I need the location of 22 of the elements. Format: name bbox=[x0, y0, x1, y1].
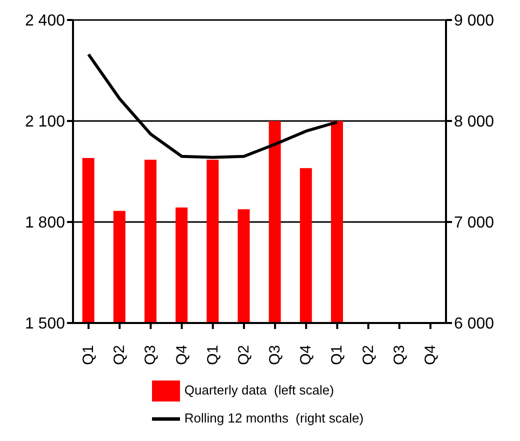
x-tick-label: Q1 bbox=[204, 345, 222, 366]
y-tick-label: 2 100 bbox=[24, 114, 66, 131]
x-tick-label: Q3 bbox=[390, 345, 408, 366]
x-tick-label: Q2 bbox=[360, 345, 377, 366]
x-tick-label: Q1 bbox=[80, 345, 98, 366]
y2-tick-label: 7 000 bbox=[454, 214, 494, 232]
x-tick-label: Q2 bbox=[111, 345, 128, 366]
legend-label: Rolling 12 months (right scale) bbox=[184, 410, 364, 426]
x-tick-label: Q4 bbox=[298, 345, 315, 366]
x-tick-label: Q4 bbox=[422, 345, 439, 366]
y-tick-label: 1 500 bbox=[24, 316, 66, 333]
y2-tick-label: 6 000 bbox=[454, 316, 494, 333]
x-tick-label: Q3 bbox=[266, 345, 284, 366]
y2-tick-label: 8 000 bbox=[454, 114, 494, 131]
x-tick-label: Q2 bbox=[235, 345, 252, 366]
x-tick-label: Q4 bbox=[173, 345, 190, 366]
legend-label: Quarterly data (left scale) bbox=[184, 382, 334, 398]
y2-tick-label: 9 000 bbox=[454, 12, 494, 30]
y-tick-label: 1 800 bbox=[24, 214, 66, 232]
x-tick-label: Q3 bbox=[142, 345, 160, 366]
x-tick-label: Q1 bbox=[328, 345, 346, 366]
y-tick-label: 2 400 bbox=[24, 12, 66, 30]
